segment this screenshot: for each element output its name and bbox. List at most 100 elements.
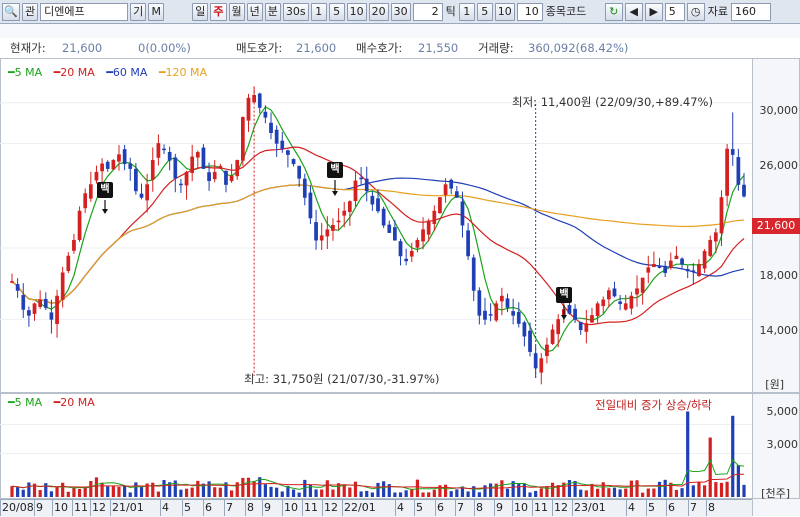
step-field[interactable]: 5 [664, 2, 685, 21]
prev-arrow-icon[interactable]: ◀ [624, 2, 643, 21]
flag-marker[interactable]: 백 [97, 182, 113, 198]
candle-body [477, 290, 482, 316]
candle-body [319, 235, 324, 241]
tick-count-field[interactable]: 10 [516, 2, 543, 21]
time-axis-label: 6 [437, 501, 444, 514]
memo-button[interactable]: M [148, 2, 165, 21]
tab-day[interactable]: 일 [192, 2, 209, 21]
candle-body [291, 159, 296, 165]
time-axis-divider [666, 500, 667, 516]
candle-body [381, 208, 386, 226]
volume-bar [196, 480, 200, 497]
interval-10-button[interactable]: 10 [346, 2, 367, 21]
volume-bar [612, 487, 617, 497]
legend-5ma: ━ [8, 66, 15, 79]
next-arrow-icon[interactable]: ▶ [644, 2, 663, 21]
volume-bar [567, 480, 572, 497]
time-axis-label: 10 [284, 501, 298, 514]
candle-body [122, 149, 127, 165]
tick-5-button[interactable]: 5 [476, 2, 493, 21]
time-axis-divider [182, 500, 183, 516]
search-icon[interactable]: 🔍 [2, 2, 20, 21]
time-axis-divider [203, 500, 204, 516]
volume-bar [736, 465, 740, 497]
volume-bar [579, 489, 583, 497]
price-tick: 26,000 [759, 159, 799, 172]
time-axis-label: 8 [708, 501, 715, 514]
volume-bar [596, 488, 600, 497]
candle-body [708, 239, 713, 256]
candle-body [539, 358, 544, 373]
candle-body [697, 263, 701, 276]
time-axis-label: 7 [457, 501, 464, 514]
clock-icon[interactable]: ◷ [686, 2, 705, 21]
candle-body [173, 157, 178, 179]
time-axis-divider [494, 500, 495, 516]
data-count-select[interactable]: 160 [730, 2, 771, 21]
volume-bar [348, 487, 352, 497]
tab-minute[interactable]: 분 [264, 2, 281, 21]
candle-body [680, 258, 684, 265]
legend-20ma: ━ [53, 66, 61, 79]
volume-bar [410, 488, 414, 497]
volume-unit: [천주] [761, 487, 790, 500]
volume-bar [297, 492, 301, 497]
candle-body [105, 161, 110, 169]
time-axis-label: 5 [648, 501, 655, 514]
candle-body [421, 229, 425, 242]
volume-bar [263, 484, 267, 497]
tab-year[interactable]: 년 [246, 2, 263, 21]
interval-1-button[interactable]: 1 [310, 2, 327, 21]
time-axis-divider [322, 500, 323, 516]
candle-body [674, 255, 679, 260]
tick-10-button[interactable]: 10 [494, 2, 515, 21]
volume-bar [320, 489, 324, 497]
volume-note: 전일대비 증가 상승/하락 [595, 398, 712, 412]
flag-arrow-head [332, 191, 338, 196]
volume-bar [686, 411, 690, 497]
time-axis-divider [245, 500, 246, 516]
volume-bar [336, 483, 341, 497]
legend-120ma-label: 120 MA [165, 66, 208, 79]
time-axis-divider [302, 500, 303, 516]
interval-5-button[interactable]: 5 [328, 2, 345, 21]
tab-week[interactable]: 주 [210, 2, 227, 21]
quote-info-bar: 현재가: 21,600 0(0.00%) 매도호가: 21,600 매수호가: … [0, 38, 800, 58]
time-axis-divider [474, 500, 475, 516]
tab-month[interactable]: 월 [228, 2, 245, 21]
volume-bar [230, 490, 234, 497]
time-axis-divider [572, 500, 573, 516]
interval-30-button[interactable]: 30 [390, 2, 411, 21]
tick-value-field[interactable]: 2 [412, 2, 443, 21]
candle-body [145, 184, 149, 201]
volume-bar [201, 483, 206, 497]
volume-bar [387, 484, 391, 497]
search-mode-button[interactable]: 관 [22, 2, 39, 21]
volume-bar [308, 484, 313, 497]
candle-body [179, 183, 183, 186]
volume-bar [472, 486, 476, 497]
volume-bar [325, 480, 329, 497]
candle-body [556, 319, 561, 335]
stock-name-field[interactable]: 디엔에프 [40, 2, 129, 21]
candle-body [370, 195, 375, 205]
stock-info-button[interactable]: 기 [130, 2, 147, 21]
tick-1-button[interactable]: 1 [458, 2, 475, 21]
time-axis-divider [532, 500, 533, 516]
candle-body [573, 308, 577, 320]
volume-bar [545, 486, 549, 497]
volume-bar [89, 480, 93, 497]
volume-bar [443, 484, 448, 497]
volume-bar [111, 486, 115, 497]
interval-20-button[interactable]: 20 [368, 2, 389, 21]
volume-bar [117, 486, 121, 497]
candle-body [454, 191, 459, 198]
refresh-icon[interactable]: ↻ [604, 2, 623, 21]
flag-marker[interactable]: 백 [327, 162, 343, 178]
flag-marker[interactable]: 백 [556, 287, 572, 303]
tab-30s[interactable]: 30s [282, 2, 309, 21]
low-annotation: 최저: 11,400원 (22/09/30,+89.47%) [512, 95, 713, 109]
candle-body [595, 303, 600, 317]
volume-bar [179, 489, 183, 497]
